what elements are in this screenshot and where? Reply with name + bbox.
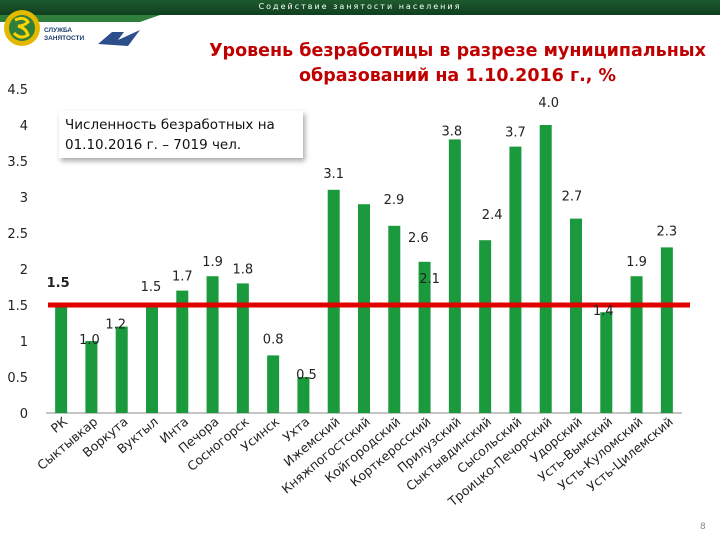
agency-name: СЛУЖБА ЗАНЯТОСТИ [44,27,84,43]
agency-name-line1: СЛУЖБА [44,27,73,34]
bar [55,305,68,413]
data-label: 0.5 [296,368,317,383]
bar [85,341,98,413]
header-bar: Содействие занятости населения [0,0,720,15]
data-label: 3.7 [505,126,526,141]
data-label: 1.9 [202,255,223,270]
data-label: 1.7 [172,270,193,285]
bar [358,204,370,413]
bar [206,276,219,413]
bar [236,283,249,413]
data-label: 2.7 [562,190,583,205]
bar [146,305,158,413]
bar [388,225,401,413]
bar [509,146,522,413]
data-label: 1.2 [105,318,126,333]
data-label: 2.4 [482,208,503,223]
bar [115,326,128,413]
y-tick-label: 1 [20,335,28,350]
y-tick-label: 0.5 [7,371,28,386]
data-label: 2.3 [657,224,678,239]
page-number: 8 [700,522,706,532]
agency-logo [0,10,160,46]
emblem-letter-icon [12,16,30,39]
agency-name-line2: ЗАНЯТОСТИ [44,35,85,42]
data-label: 2.6 [408,231,429,246]
chart-title: Уровень безработицы в разрезе муниципаль… [209,41,706,86]
bar [327,189,340,413]
data-label: 1.9 [626,255,647,270]
y-tick-label: 4 [20,119,28,134]
data-label: 1.4 [593,304,614,319]
data-label: 1.8 [233,262,254,277]
bar [660,247,673,413]
data-label: 3.8 [442,124,463,139]
data-label: 2.9 [384,193,405,208]
bar [297,377,310,413]
x-category-label: РК [48,414,70,436]
data-label: 4.0 [538,96,559,111]
bar [448,139,461,413]
x-axis-categories: РКСыктывкарВоркутаВуктылИнтаПечораСосног… [34,414,676,510]
header-tagline: Содействие занятости населения [258,2,462,11]
value-labels: 1.5 1.0 1.2 1.5 1.7 1.9 1.8 0.8 0.5 3.1 2.9 2.6 2.1 3… [47,96,678,383]
data-label: 0.8 [263,332,284,347]
unemployed-count-note: Численность безработных на 01.10.2016 г.… [59,111,303,158]
bar [570,218,582,413]
bar [418,261,431,413]
y-tick-label: 2.5 [7,227,28,242]
arrow-logo-icon [98,30,140,46]
data-label: 2.1 [419,272,440,287]
bar [630,276,643,413]
data-label: 1.5 [47,276,70,291]
y-tick-label: 4.5 [7,83,28,98]
bar [267,355,280,413]
data-label: 3.1 [323,167,344,182]
bar [176,290,189,413]
y-tick-label: 2 [20,263,28,278]
data-label: 1.0 [79,333,100,348]
bar [539,125,552,413]
bar [600,312,613,413]
bar-series [55,125,673,413]
y-tick-label: 1.5 [7,299,28,314]
y-tick-label: 0 [20,407,28,422]
y-tick-label: 3 [20,191,28,206]
data-label: 1.5 [141,280,162,295]
y-tick-label: 3.5 [7,155,28,170]
bar [479,240,492,413]
